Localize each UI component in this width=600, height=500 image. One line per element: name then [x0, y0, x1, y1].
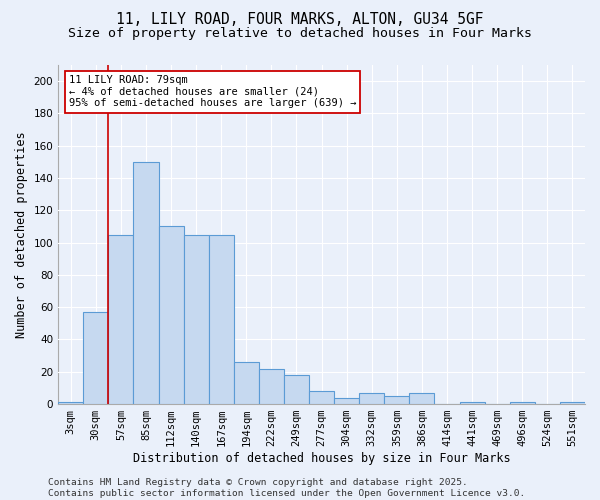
Bar [109, 234, 133, 404]
X-axis label: Distribution of detached houses by size in Four Marks: Distribution of detached houses by size … [133, 452, 511, 465]
Bar [133, 162, 158, 404]
Bar [58, 402, 83, 404]
Bar [385, 396, 409, 404]
Bar [334, 398, 359, 404]
Bar [158, 226, 184, 404]
Text: 11, LILY ROAD, FOUR MARKS, ALTON, GU34 5GF: 11, LILY ROAD, FOUR MARKS, ALTON, GU34 5… [116, 12, 484, 28]
Y-axis label: Number of detached properties: Number of detached properties [15, 131, 28, 338]
Text: 11 LILY ROAD: 79sqm
← 4% of detached houses are smaller (24)
95% of semi-detache: 11 LILY ROAD: 79sqm ← 4% of detached hou… [69, 75, 356, 108]
Text: Contains HM Land Registry data © Crown copyright and database right 2025.
Contai: Contains HM Land Registry data © Crown c… [48, 478, 525, 498]
Text: Size of property relative to detached houses in Four Marks: Size of property relative to detached ho… [68, 28, 532, 40]
Bar [284, 375, 309, 404]
Bar [510, 402, 535, 404]
Bar [309, 391, 334, 404]
Bar [184, 234, 209, 404]
Bar [560, 402, 585, 404]
Bar [259, 368, 284, 404]
Bar [209, 234, 234, 404]
Bar [409, 393, 434, 404]
Bar [460, 402, 485, 404]
Bar [359, 393, 385, 404]
Bar [234, 362, 259, 404]
Bar [83, 312, 109, 404]
